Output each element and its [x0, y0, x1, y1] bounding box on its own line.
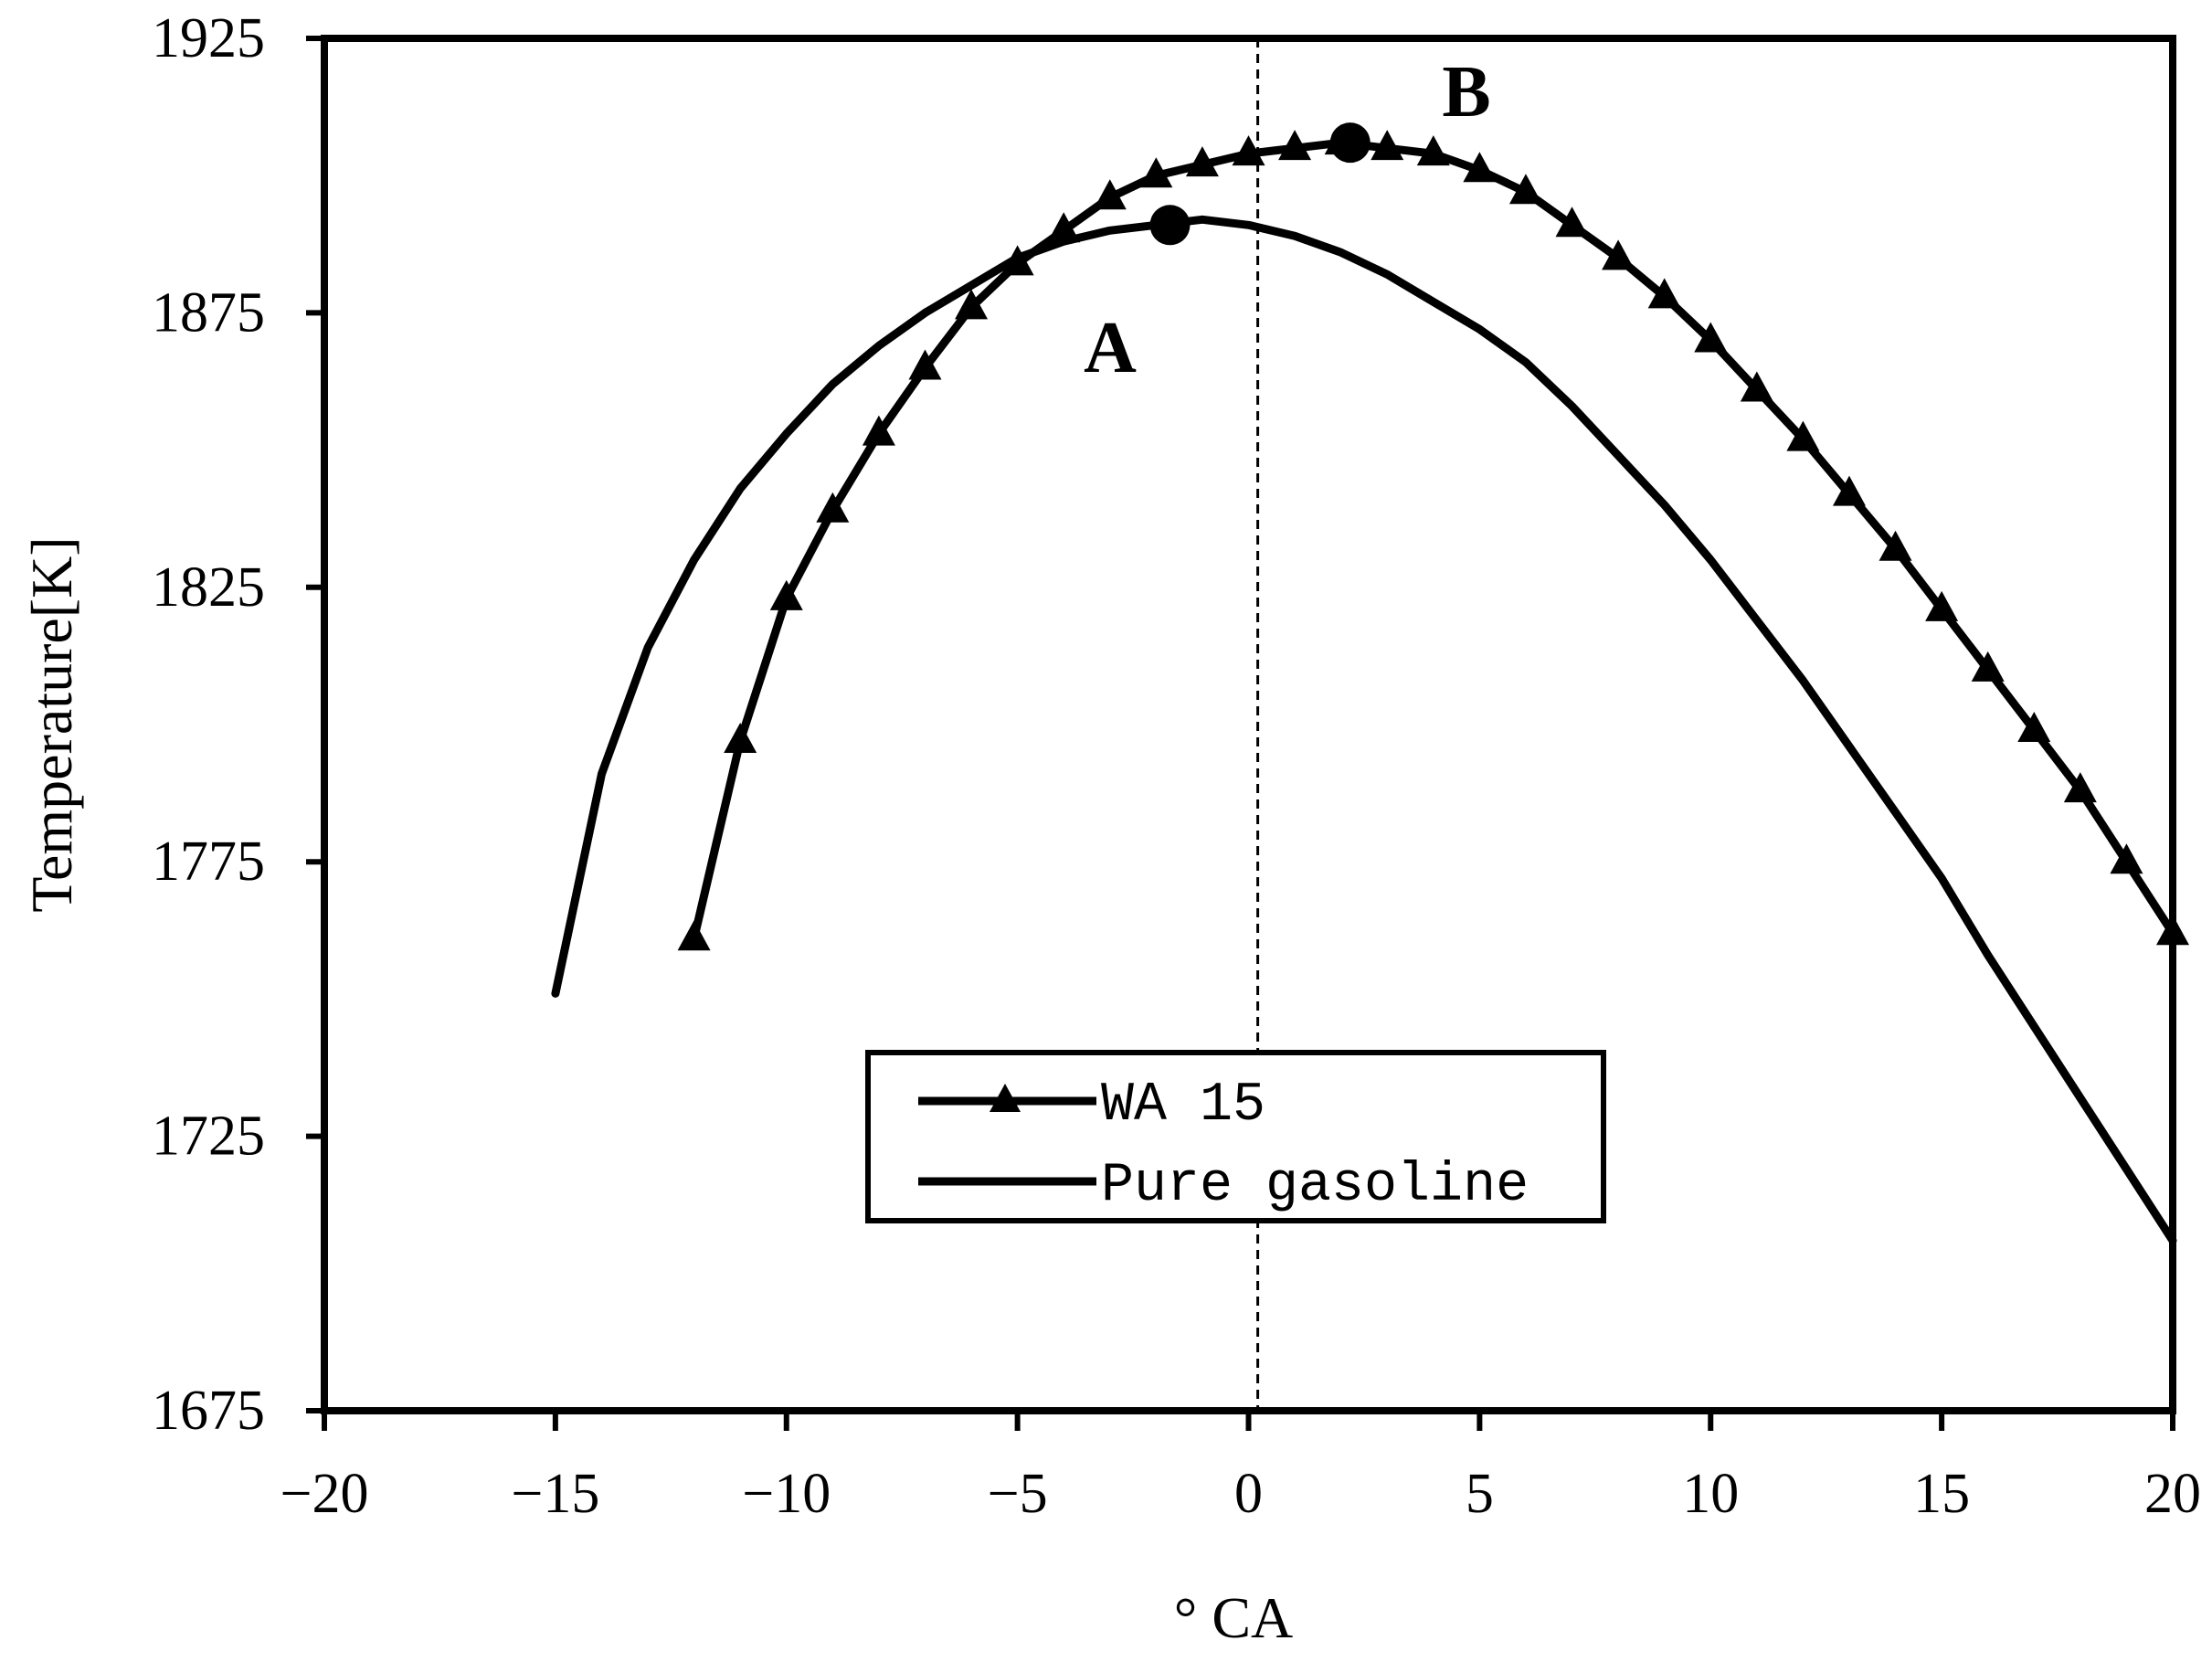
point-a [1149, 205, 1191, 246]
marker-wa-15 [724, 723, 757, 754]
marker-wa-15 [1371, 130, 1404, 161]
marker-wa-15 [2063, 772, 2097, 803]
marker-wa-15 [1786, 420, 1820, 451]
marker-wa-15 [1647, 278, 1681, 309]
legend-box [865, 1050, 1606, 1223]
marker-wa-15 [1694, 322, 1728, 353]
x-tick-label: 5 [1466, 1463, 1494, 1525]
x-axis-title: ° CA [1174, 1585, 1294, 1650]
point-b [1329, 122, 1371, 164]
legend-label-wa15: WA 15 [1101, 1074, 1265, 1137]
marker-wa-15 [1602, 239, 1635, 270]
x-tick-label: −10 [742, 1463, 831, 1525]
marker-wa-15 [1185, 146, 1219, 177]
marker-wa-15 [1879, 530, 1912, 561]
x-tick-label: −20 [280, 1463, 369, 1525]
y-axis-title: Temperature[K] [19, 536, 84, 912]
marker-wa-15 [2017, 712, 2051, 743]
y-tick-label: 1825 [152, 556, 265, 619]
y-axis: 1925 1875 1825 1775 1725 1675 [152, 7, 324, 1442]
marker-wa-15 [1925, 590, 1959, 621]
x-axis: −20 −15 −10 −5 0 5 10 15 20 [280, 1411, 2201, 1525]
plot-content [551, 38, 2189, 1411]
y-tick-label: 1875 [152, 281, 265, 344]
marker-wa-15 [1416, 135, 1450, 166]
point-label-b: B [1442, 52, 1490, 132]
x-tick-label: 10 [1682, 1463, 1739, 1525]
y-tick-label: 1725 [152, 1106, 265, 1168]
marker-wa-15 [1971, 651, 2005, 682]
x-tick-label: 0 [1234, 1463, 1263, 1525]
x-tick-label: −15 [511, 1463, 599, 1525]
marker-wa-15 [1232, 135, 1265, 166]
marker-wa-15 [816, 492, 850, 523]
x-tick-label: 15 [1913, 1463, 1970, 1525]
marker-wa-15 [769, 579, 803, 610]
y-tick-label: 1675 [152, 1380, 265, 1442]
legend-marker-wa15 [990, 1084, 1021, 1112]
marker-wa-15 [677, 920, 711, 951]
marker-wa-15 [1278, 130, 1312, 161]
marker-wa-15 [1555, 206, 1589, 238]
x-tick-label: −5 [988, 1463, 1048, 1525]
marker-wa-15 [1139, 157, 1173, 188]
marker-wa-15 [1832, 475, 1866, 506]
point-annotations: AB [1084, 52, 1491, 388]
marker-wa-15 [908, 349, 942, 380]
marker-wa-15 [862, 415, 895, 446]
y-tick-label: 1775 [152, 831, 265, 893]
marker-wa-15 [1740, 371, 1773, 402]
point-label-a: A [1084, 308, 1137, 388]
legend-label-pure-gasoline: Pure gasoline [1101, 1155, 1529, 1217]
marker-wa-15 [955, 289, 989, 320]
series-line-pure-gasoline [551, 215, 2177, 1245]
marker-wa-15 [1093, 179, 1127, 210]
x-tick-label: 20 [2144, 1463, 2201, 1525]
y-tick-label: 1925 [152, 7, 265, 69]
marker-wa-15 [1463, 152, 1497, 183]
legend: WA 15 Pure gasoline [865, 1050, 1606, 1223]
marker-wa-15 [2110, 843, 2143, 874]
marker-wa-15 [1047, 212, 1081, 243]
marker-wa-15 [1508, 174, 1542, 205]
